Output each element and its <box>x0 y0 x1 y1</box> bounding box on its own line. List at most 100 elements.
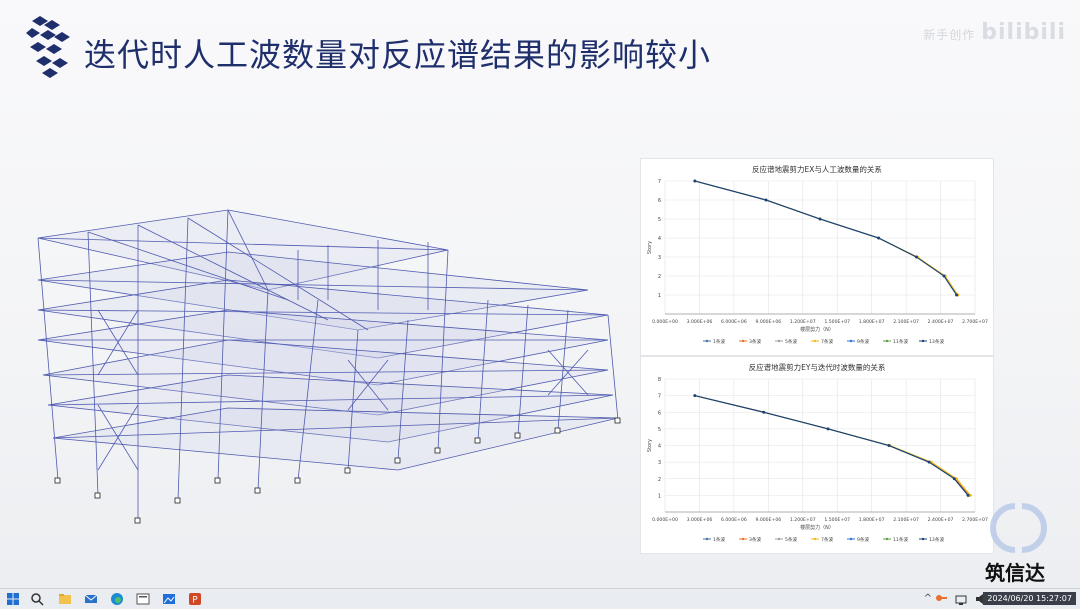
y-tick-label: 1 <box>658 493 661 499</box>
legend-marker <box>813 537 817 541</box>
data-point <box>762 410 766 414</box>
x-axis-label: 楼层剪力（N） <box>800 524 834 531</box>
legend-marker <box>885 537 889 541</box>
legend-marker <box>705 537 709 541</box>
x-tick-label: 2.700E+07 <box>962 517 988 523</box>
windows-icon[interactable] <box>6 592 20 606</box>
legend-marker <box>849 537 853 541</box>
edge-icon[interactable] <box>110 592 124 606</box>
legend-marker <box>741 339 745 343</box>
photos-icon[interactable] <box>162 592 176 606</box>
y-axis-label: Story <box>647 439 653 452</box>
data-point <box>693 394 697 398</box>
structure-model-image <box>37 209 621 524</box>
legend-label: 13条波 <box>929 536 944 543</box>
up-arrow-icon[interactable]: ^ <box>923 593 932 604</box>
data-point <box>877 236 880 240</box>
y-tick-label: 6 <box>658 410 661 416</box>
legend-marker <box>777 537 781 541</box>
brand-logo-icon: 筑信达 <box>985 503 1047 585</box>
x-tick-label: 6.000E+06 <box>721 319 747 325</box>
legend-marker <box>921 537 925 541</box>
x-tick-label: 3.000E+06 <box>687 517 713 523</box>
x-tick-label: 2.100E+07 <box>893 319 919 325</box>
page-title: 迭代时人工波数量对反应谱结果的影响较小 <box>84 36 712 74</box>
y-tick-label: 2 <box>658 477 661 483</box>
data-point <box>942 274 946 278</box>
chart-panel-ex: 反应谱地震剪力EX与人工波数量的关系 0.000E+00 3.000E+06 6.00… <box>640 158 994 356</box>
chart-panel-ey: 反应谱地震剪力EY与迭代时波数量的关系 0.000E+00 3.000E+06 6.0… <box>640 356 994 554</box>
chart-ey: 反应谱地震剪力EY与迭代时波数量的关系 0.000E+00 3.000E+06 6.0… <box>647 362 988 543</box>
x-tick-label: 3.000E+06 <box>687 319 713 325</box>
y-tick-label: 3 <box>658 460 661 466</box>
network-icon[interactable] <box>954 592 968 606</box>
chart-title: 反应谱地震剪力EX与人工波数量的关系 <box>752 164 882 174</box>
y-tick-label: 7 <box>658 179 661 185</box>
y-tick-label: 4 <box>658 236 661 242</box>
file-explorer-icon[interactable] <box>58 592 72 606</box>
legend-marker <box>741 537 745 541</box>
clock[interactable]: 2024/06/20 15:27:07 <box>983 592 1076 605</box>
chart-title: 反应谱地震剪力EY与迭代时波数量的关系 <box>749 362 886 372</box>
legend-label: 1条波 <box>713 536 726 543</box>
x-tick-label: 0.000E+00 <box>652 319 678 325</box>
data-point <box>955 293 959 297</box>
legend-marker <box>921 339 925 343</box>
legend-label: 9条波 <box>857 536 870 543</box>
y-tick-label: 1 <box>658 293 661 299</box>
data-point <box>818 217 822 221</box>
legend-marker <box>777 339 781 343</box>
legend-label: 11条波 <box>893 338 908 345</box>
watermark-small: 新手创作 <box>923 28 976 42</box>
y-tick-label: 5 <box>658 427 661 433</box>
brand-text: 筑信达 <box>985 561 1045 585</box>
presentation-icon[interactable] <box>136 592 150 606</box>
x-tick-label: 1.500E+07 <box>824 319 850 325</box>
legend-marker <box>849 339 853 343</box>
mail-icon[interactable] <box>84 592 98 606</box>
x-tick-label: 1.200E+07 <box>790 517 816 523</box>
legend-label: 5条波 <box>785 338 798 345</box>
data-point <box>693 179 697 183</box>
taskbar: P ^ 2024/06/20 15:27:07 <box>0 588 1080 609</box>
legend-label: 1条波 <box>713 338 726 345</box>
legend-label: 9条波 <box>857 338 870 345</box>
y-tick-label: 7 <box>658 394 661 400</box>
y-tick-label: 3 <box>658 255 661 261</box>
watermark-text: bilibili <box>981 20 1066 45</box>
x-tick-label: 1.800E+07 <box>859 319 885 325</box>
logo-icon <box>26 16 70 78</box>
data-point <box>887 444 891 447</box>
data-point <box>955 477 959 481</box>
powerpoint-icon[interactable]: P <box>188 592 202 606</box>
legend-label: 5条波 <box>785 536 798 543</box>
legend-label: 3条波 <box>749 338 762 345</box>
x-tick-label: 1.200E+07 <box>790 319 816 325</box>
data-point <box>969 493 972 497</box>
y-tick-label: 2 <box>658 274 661 280</box>
x-tick-label: 6.000E+06 <box>721 517 747 523</box>
y-tick-label: 4 <box>658 444 661 450</box>
legend-label: 7条波 <box>821 536 834 543</box>
search-icon[interactable] <box>30 592 44 606</box>
x-tick-label: 2.700E+07 <box>962 319 988 325</box>
y-tick-label: 8 <box>658 377 661 383</box>
legend-marker <box>705 339 709 343</box>
x-tick-label: 2.400E+07 <box>928 517 954 523</box>
svg-text:P: P <box>192 596 198 606</box>
data-point <box>966 493 970 497</box>
data-point <box>764 198 768 202</box>
chart-ex: 反应谱地震剪力EX与人工波数量的关系 0.000E+00 3.000E+06 6.00… <box>647 164 988 345</box>
x-tick-label: 1.500E+07 <box>824 517 850 523</box>
tray-key-icon[interactable] <box>934 592 948 606</box>
data-point <box>952 477 956 481</box>
data-point <box>927 460 931 464</box>
watermark: 新手创作 bilibili <box>923 20 1066 45</box>
data-point <box>915 255 918 259</box>
volume-icon[interactable] <box>974 592 988 606</box>
x-tick-label: 1.800E+07 <box>859 517 885 523</box>
slide: 迭代时人工波数量对反应谱结果的影响较小 新手创作 bilibili <box>0 0 1080 588</box>
legend-marker <box>885 339 889 343</box>
data-point <box>826 427 830 431</box>
x-tick-label: 0.000E+00 <box>652 517 678 523</box>
